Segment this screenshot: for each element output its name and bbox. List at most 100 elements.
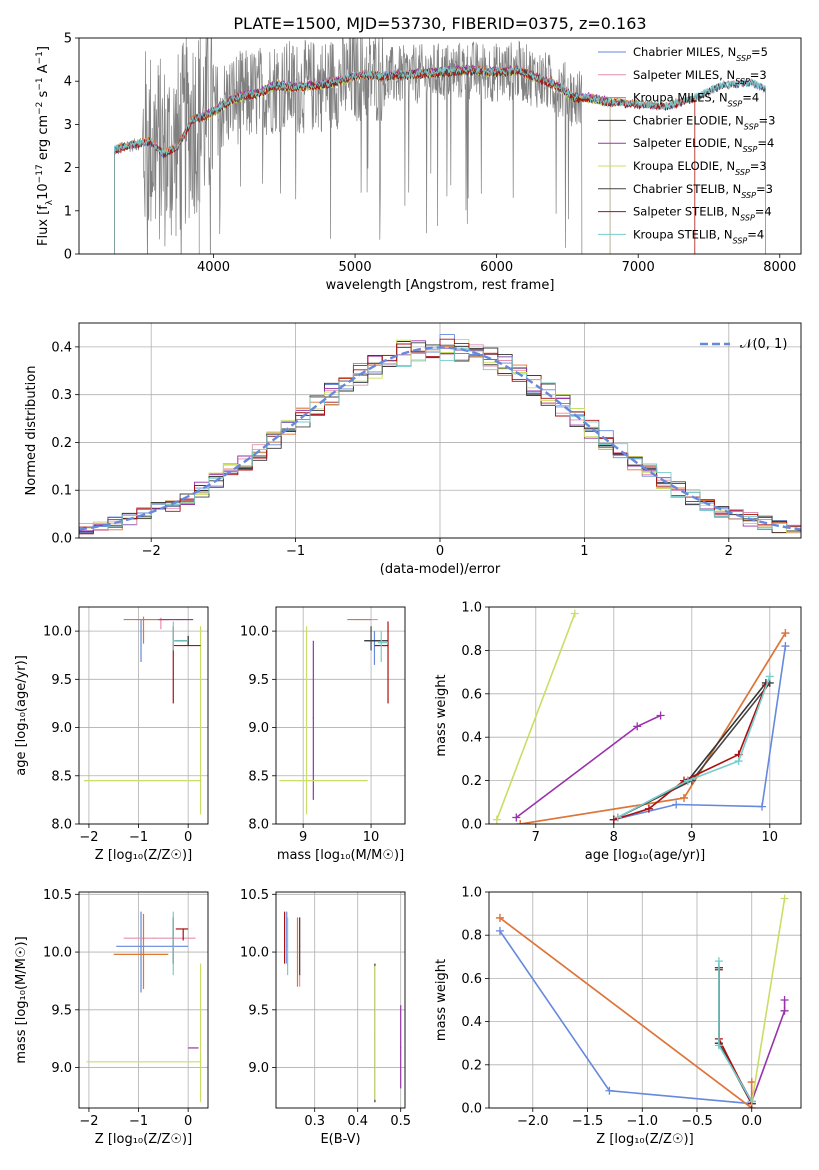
x-tick-label: 0.0 bbox=[741, 1114, 762, 1129]
plot-area-age_vs_z bbox=[83, 616, 202, 815]
y-tick-label: 0.6 bbox=[461, 972, 482, 987]
plot-area-weight_vs_z bbox=[495, 894, 789, 1108]
x-tick-label: −1 bbox=[129, 1114, 148, 1129]
panel-age_vs_z: −2 −1 0 8.0 8.5 9.0 9.5 10.0 Z [log₁₀(Z/Z☉)] age … bbox=[14, 606, 209, 863]
point-chabrier_elodie bbox=[373, 640, 376, 642]
x-tick-label: 1 bbox=[580, 544, 588, 559]
legend-label-chabrier_elodie: Chabrier ELODIE, NSSP=3 bbox=[633, 113, 775, 130]
weight-marker-kroupa_stelib bbox=[613, 813, 622, 822]
axes-frame bbox=[488, 891, 802, 1109]
y-tick-label: 1.0 bbox=[461, 886, 482, 901]
x-tick-label: −1 bbox=[129, 830, 148, 845]
weight-marker-salpeter_stelib bbox=[644, 804, 653, 813]
x-axis-label: (data-model)/error bbox=[380, 562, 501, 577]
y-tick-label: 0 bbox=[64, 248, 72, 263]
axes-frame bbox=[78, 322, 802, 539]
axes-frame bbox=[275, 891, 406, 1109]
y-tick-label: 8.0 bbox=[248, 818, 269, 833]
legend-label-kroupa_elodie: Kroupa ELODIE, NSSP=3 bbox=[633, 159, 767, 177]
weight-marker-kroupa_miles bbox=[516, 820, 525, 824]
y-axis-label: mass weight bbox=[434, 959, 449, 1041]
y-tick-label: 0.2 bbox=[461, 774, 482, 789]
y-tick-label: 1.0 bbox=[461, 601, 482, 616]
plot-area-spectrum bbox=[114, 38, 766, 254]
x-tick-label: 0.3 bbox=[304, 1114, 325, 1129]
y-axis-label: mass weight bbox=[434, 674, 449, 756]
x-tick-label: −0.5 bbox=[681, 1114, 713, 1129]
legend-label-salpeter_stelib: Salpeter STELIB, NSSP=4 bbox=[633, 205, 772, 223]
x-axis-label: Z [log₁₀(Z/Z☉)] bbox=[596, 1132, 693, 1147]
x-tick-label: 10 bbox=[363, 830, 380, 845]
y-tick-label: 10.5 bbox=[240, 888, 269, 903]
y-tick-label: 9.5 bbox=[248, 1003, 269, 1018]
weight-marker-chabrier_miles bbox=[495, 926, 504, 935]
weight-line-kroupa_elodie bbox=[750, 898, 786, 1104]
y-tick-label: 0.8 bbox=[461, 929, 482, 944]
weight-marker-kroupa_stelib bbox=[683, 776, 692, 785]
model-spectrum-kroupa_stelib bbox=[114, 65, 766, 254]
y-tick-label: 8.5 bbox=[248, 769, 269, 784]
point-chabrier_miles bbox=[140, 945, 142, 947]
point-salpeter_stelib bbox=[387, 644, 389, 647]
legend-label-chabrier_stelib: Chabrier STELIB, NSSP=3 bbox=[633, 182, 773, 200]
axes-frame bbox=[78, 37, 802, 255]
y-tick-label: 1 bbox=[64, 204, 72, 219]
x-tick-label: 10 bbox=[762, 830, 779, 845]
panel-mass_vs_z: −2 −1 0 9.0 9.5 10.0 10.5 Z [log₁₀(Z/Z☉)] mass [… bbox=[14, 888, 209, 1147]
y-axis-label: age [log₁₀(age/yr)] bbox=[14, 655, 29, 776]
weight-line-kroupa_elodie bbox=[496, 613, 576, 820]
legend: Chabrier MILES, NSSP=5 Salpeter MILES, NS… bbox=[598, 45, 775, 245]
y-tick-label: 4 bbox=[64, 75, 72, 90]
x-tick-label: 6000 bbox=[480, 260, 513, 275]
y-tick-label: 10.0 bbox=[43, 625, 72, 640]
weight-marker-chabrier_miles bbox=[605, 1086, 614, 1095]
y-tick-label: 9.0 bbox=[248, 721, 269, 736]
panel-weight_vs_age: 7 8 9 10 0.0 0.2 0.4 0.6 0.8 1.0 age [log₁₀(age/yr… bbox=[434, 601, 802, 863]
y-tick-label: 9.0 bbox=[51, 721, 72, 736]
y-tick-label: 0.8 bbox=[461, 644, 482, 659]
panel-mass_vs_ebv: 0.3 0.4 0.5 9.0 9.5 10.0 10.5 E(B-V) bbox=[240, 888, 411, 1147]
y-tick-label: 0.2 bbox=[51, 436, 72, 451]
x-axis-label: Z [log₁₀(Z/Z☉)] bbox=[95, 848, 192, 863]
y-tick-label: 0.0 bbox=[461, 1102, 482, 1117]
weight-marker-salpeter_elodie bbox=[656, 711, 665, 720]
gaussian-curve bbox=[79, 346, 801, 531]
weight-marker-kroupa_miles bbox=[680, 793, 688, 802]
point-kroupa_stelib bbox=[380, 642, 382, 644]
y-tick-label: 9.0 bbox=[248, 1061, 269, 1076]
x-tick-label: −1.0 bbox=[626, 1114, 658, 1129]
x-tick-label: 7 bbox=[532, 830, 540, 845]
x-tick-label: −2.0 bbox=[517, 1114, 549, 1129]
x-tick-label: 4000 bbox=[197, 260, 230, 275]
weight-marker-salpeter_elodie bbox=[780, 996, 789, 1004]
panel-spectrum: 4000 5000 6000 7000 8000 0 1 2 3 4 5 wavelength [An… bbox=[35, 32, 802, 293]
plot-area-mass_vs_z bbox=[86, 911, 202, 1103]
point-kroupa_elodie bbox=[199, 1061, 202, 1063]
x-tick-label: 0 bbox=[184, 830, 192, 845]
x-axis-label: Z [log₁₀(Z/Z☉)] bbox=[95, 1132, 192, 1147]
y-tick-label: 5 bbox=[64, 32, 72, 47]
weight-marker-salpeter_elodie bbox=[633, 722, 642, 731]
x-tick-label: 9 bbox=[688, 830, 696, 845]
x-axis-label: wavelength [Angstrom, rest frame] bbox=[326, 278, 555, 293]
legend-label-chabrier_miles: Chabrier MILES, NSSP=5 bbox=[633, 45, 768, 63]
x-tick-label: −1.5 bbox=[572, 1114, 604, 1129]
legend-label-salpeter_elodie: Salpeter ELODIE, NSSP=4 bbox=[633, 136, 774, 154]
y-tick-label: 9.5 bbox=[248, 673, 269, 688]
point-kroupa_stelib bbox=[172, 640, 174, 642]
plot-area-age_vs_mass bbox=[279, 618, 389, 815]
weight-marker-kroupa_elodie bbox=[570, 609, 579, 618]
point-salpeter_elodie bbox=[400, 1047, 402, 1049]
x-tick-label: 0.4 bbox=[347, 1114, 368, 1129]
y-tick-label: 0.4 bbox=[461, 1015, 482, 1030]
weight-line-kroupa_stelib bbox=[617, 676, 771, 819]
point-kroupa_miles bbox=[142, 953, 145, 955]
y-tick-label: 0.4 bbox=[51, 340, 72, 355]
x-axis-label: mass [log₁₀(M/M☉)] bbox=[277, 848, 404, 863]
y-tick-label: 9.5 bbox=[51, 673, 72, 688]
x-tick-label: 2 bbox=[725, 544, 733, 559]
weight-marker-kroupa_stelib bbox=[714, 1041, 723, 1050]
x-axis-label: E(B-V) bbox=[320, 1132, 360, 1147]
